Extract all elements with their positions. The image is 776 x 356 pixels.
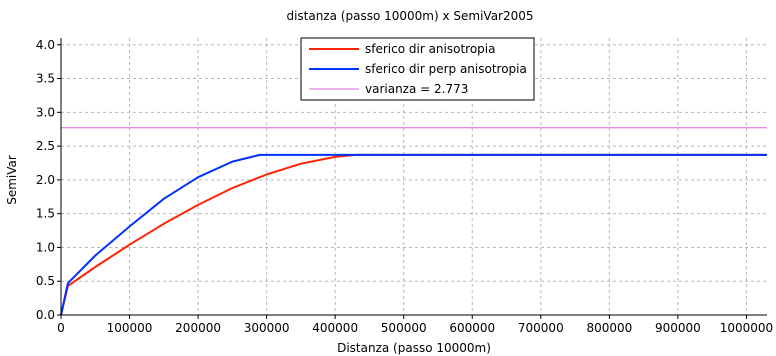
y-axis-label: SemiVar xyxy=(5,155,19,205)
x-tick-label: 100000 xyxy=(107,321,153,335)
legend-label-1: sferico dir anisotropia xyxy=(365,42,496,56)
x-tick-label: 900000 xyxy=(655,321,701,335)
y-tick-label: 0.5 xyxy=(36,274,55,288)
x-tick-label: 600000 xyxy=(449,321,495,335)
legend-label-2: sferico dir perp anisotropia xyxy=(365,62,527,76)
series-line-2 xyxy=(60,153,767,316)
y-tick-label: 4.0 xyxy=(36,38,55,52)
chart-title: distanza (passo 10000m) x SemiVar2005 xyxy=(286,9,533,23)
x-axis-label: Distanza (passo 10000m) xyxy=(337,341,491,355)
x-tick-label: 200000 xyxy=(175,321,221,335)
axes-layer xyxy=(57,38,767,319)
y-tick-label: 1.0 xyxy=(36,240,55,254)
x-tick-label: 300000 xyxy=(244,321,290,335)
x-tick-label: 700000 xyxy=(518,321,564,335)
x-tick-label: 1000000 xyxy=(720,321,773,335)
y-tick-label: 3.0 xyxy=(36,105,55,119)
x-tick-label: 400000 xyxy=(312,321,358,335)
tick-labels: 0.0 0.5 1.0 1.5 2.0 2.5 3.0 3.5 4.0 0 100000 200000… xyxy=(36,38,773,335)
y-tick-label: 3.5 xyxy=(36,72,55,86)
y-tick-label: 2.0 xyxy=(36,173,55,187)
y-tick-label: 2.5 xyxy=(36,139,55,153)
legend-label-3: varianza = 2.773 xyxy=(365,82,468,96)
x-tick-label: 500000 xyxy=(381,321,427,335)
legend: sferico dir anisotropia sferico dir perp … xyxy=(300,37,535,101)
x-tick-label: 800000 xyxy=(586,321,632,335)
grid-layer xyxy=(61,38,767,315)
series-line-1 xyxy=(60,153,767,316)
series-layer xyxy=(60,127,767,316)
y-tick-label: 0.0 xyxy=(36,308,55,322)
x-tick-label: 0 xyxy=(57,321,65,335)
y-tick-label: 1.5 xyxy=(36,207,55,221)
